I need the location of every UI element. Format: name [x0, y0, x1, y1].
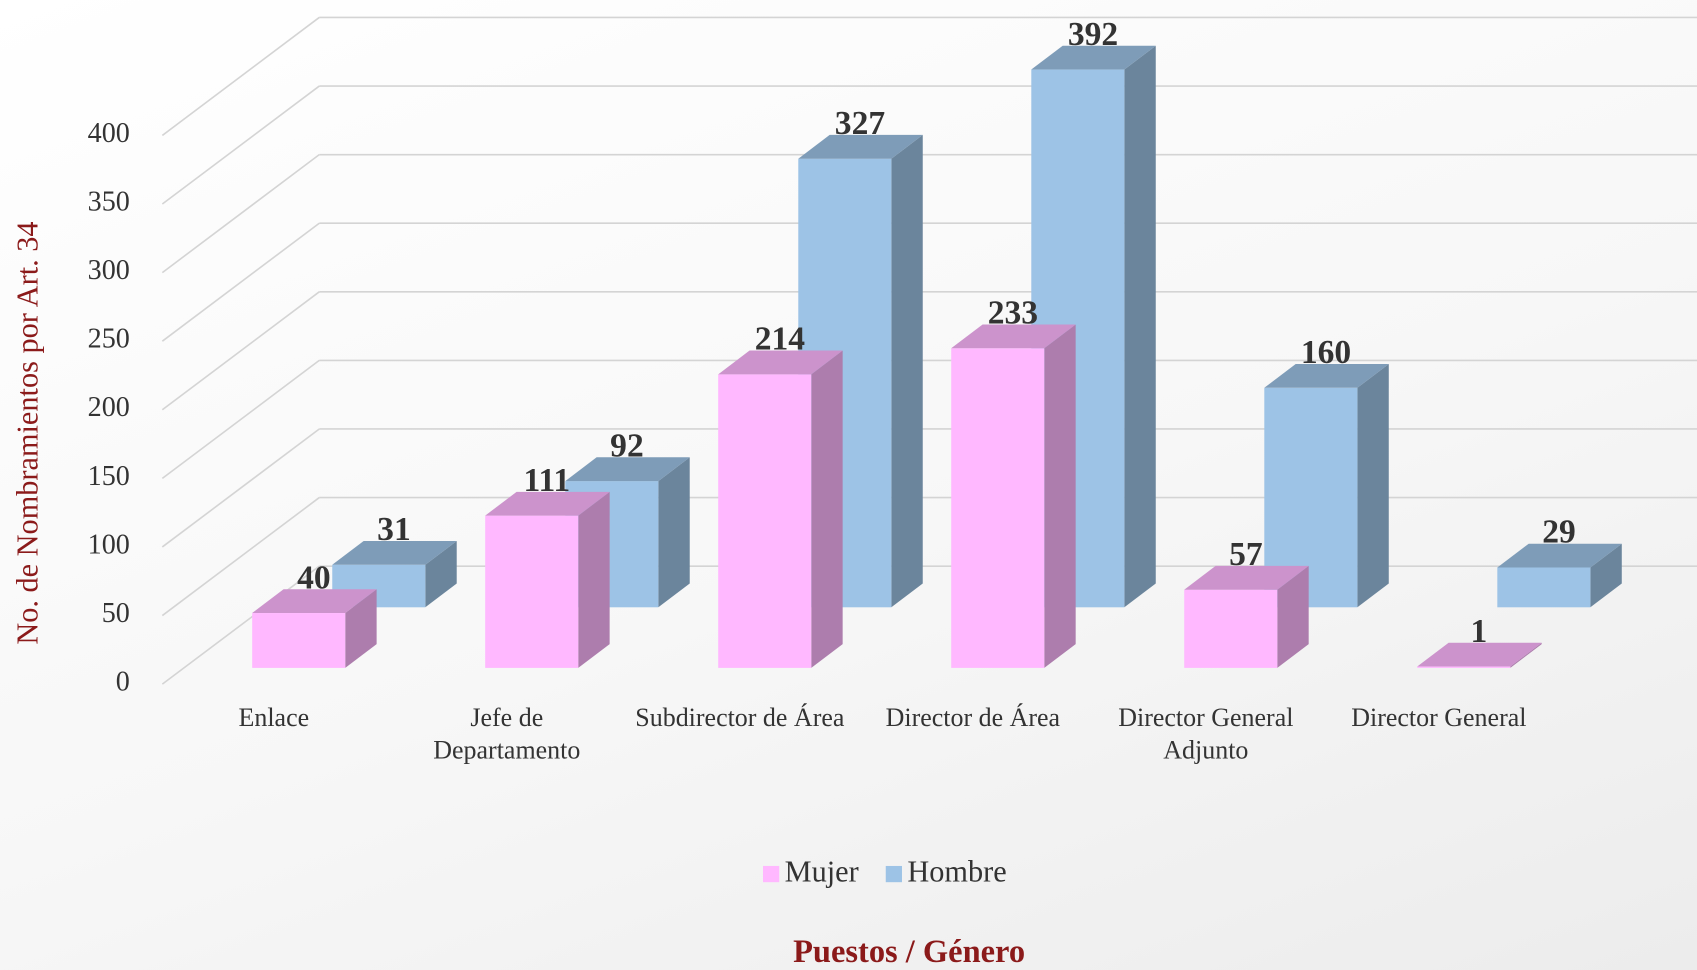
y-tick-label: 100	[88, 529, 130, 560]
data-label: 40	[297, 559, 331, 596]
bar-top	[485, 491, 610, 516]
bar	[485, 515, 579, 668]
bar-side	[345, 589, 377, 668]
bar	[1417, 666, 1511, 668]
legend-label: Mujer	[785, 855, 859, 889]
data-label: 92	[610, 427, 644, 464]
y-tick-label: 0	[116, 667, 130, 698]
bar-side	[1044, 324, 1076, 668]
x-tick-label: Director de Área	[886, 703, 1061, 732]
bar-side	[1277, 565, 1309, 668]
data-label: 214	[755, 321, 806, 358]
bar-side	[811, 350, 843, 668]
data-label: 327	[835, 105, 885, 142]
bar-top	[718, 350, 843, 375]
grid-line	[161, 565, 320, 685]
data-label: 392	[1068, 16, 1118, 53]
y-tick-label: 350	[88, 186, 130, 217]
bar	[951, 348, 1045, 668]
bar-top	[565, 457, 690, 482]
grid-line	[161, 359, 320, 480]
grid-line	[161, 222, 320, 342]
y-tick-label: 250	[88, 324, 130, 355]
x-tick-label: Director General Adjunto	[1118, 703, 1293, 764]
grid-line	[161, 428, 320, 548]
bar-top	[252, 589, 377, 614]
bar-top	[798, 134, 923, 159]
data-label: 31	[377, 511, 411, 548]
bar	[1497, 567, 1591, 608]
y-tick-label: 300	[88, 255, 130, 286]
x-tick-label: Director General	[1351, 703, 1526, 732]
x-tick-label: Jefe de Departamento	[433, 703, 580, 764]
data-label: 57	[1229, 536, 1263, 573]
y-axis-title: No. de Nombramientos por Art. 34	[10, 221, 44, 644]
grid-line	[161, 153, 320, 274]
x-tick-label: Subdirector de Área	[635, 703, 845, 732]
legend-swatch	[763, 865, 780, 883]
bar-side	[891, 134, 923, 608]
bar-side	[1590, 543, 1622, 608]
bar-top	[1264, 364, 1389, 388]
bar-side	[658, 457, 690, 608]
bar-top	[1184, 565, 1309, 590]
data-label: 160	[1301, 334, 1351, 371]
bar-top	[1031, 45, 1156, 70]
y-tick-label: 50	[102, 598, 130, 629]
x-tick-label: Enlace	[238, 703, 309, 732]
y-tick-label: 200	[88, 392, 130, 423]
grid-line	[161, 16, 320, 137]
bar-top	[332, 540, 457, 565]
bar	[718, 374, 812, 668]
legend-swatch	[885, 865, 902, 883]
bar-side	[425, 540, 457, 608]
x-axis-title: Puestos / Género	[793, 934, 1025, 970]
bar-top	[1497, 543, 1622, 568]
bar-side	[1357, 364, 1389, 608]
y-tick-label: 150	[88, 461, 130, 492]
bar-top	[1417, 642, 1542, 667]
data-label: 1	[1471, 613, 1488, 650]
bar	[1184, 589, 1278, 668]
legend-label: Hombre	[907, 855, 1006, 889]
bar-side	[578, 491, 610, 668]
grid-line	[161, 291, 320, 411]
data-label: 233	[988, 295, 1038, 332]
y-tick-label: 400	[88, 118, 130, 149]
bar-side	[1124, 45, 1156, 608]
grid-line	[161, 85, 320, 205]
bar	[252, 613, 346, 668]
grid-line	[161, 496, 320, 617]
bar-top	[951, 324, 1076, 349]
data-label: 111	[524, 462, 571, 499]
bar-side	[1510, 642, 1542, 668]
data-label: 29	[1542, 514, 1576, 551]
